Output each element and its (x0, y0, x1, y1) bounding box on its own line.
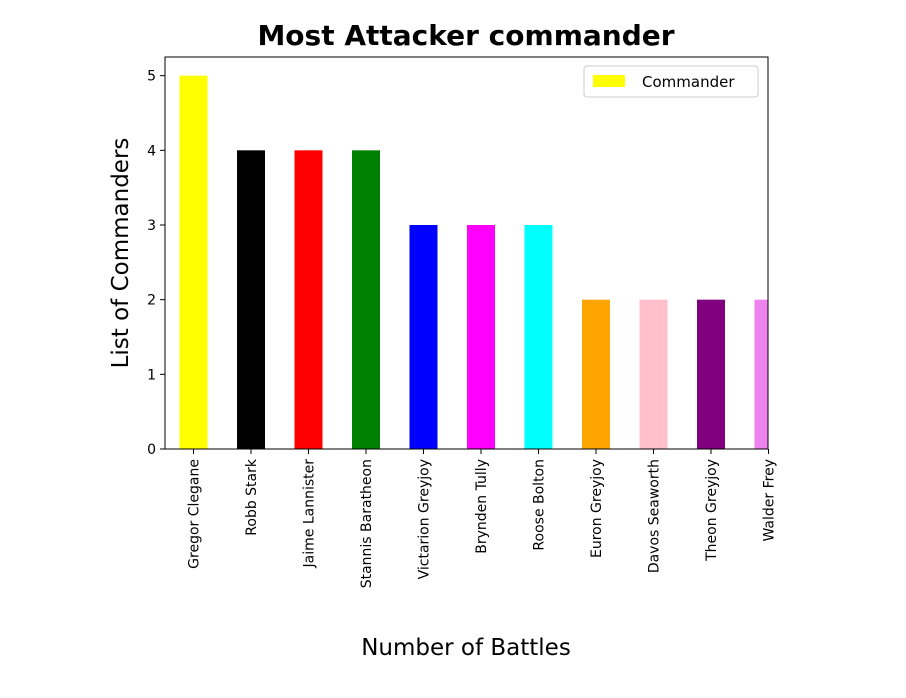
x-tick-label: Jaime Lannister (302, 459, 318, 569)
plot-frame (164, 56, 769, 450)
bar (179, 75, 208, 450)
plot-area: 0 1 2 3 4 5 Gregor Clegane Robb Stark Jaime Lann… (147, 56, 778, 588)
legend-swatch (593, 75, 625, 87)
y-tick-label: 1 (147, 367, 156, 383)
y-tick-label: 4 (147, 143, 156, 159)
legend-label: Commander (642, 73, 735, 91)
legend: Commander (583, 65, 759, 98)
y-axis-label: List of Commanders (108, 138, 134, 369)
x-tick-label: Robb Stark (244, 458, 260, 536)
bar (237, 150, 265, 450)
bar (697, 299, 725, 449)
bar (409, 225, 438, 449)
bar (524, 225, 553, 449)
chart-title: Most Attacker commander (257, 19, 674, 52)
y-tick-label: 0 (147, 442, 156, 458)
x-tick-label: Walder Frey (762, 459, 778, 542)
bar (754, 299, 768, 449)
x-tick-label: Roose Bolton (532, 459, 548, 551)
bar (467, 225, 495, 449)
x-tick-label: Davos Seaworth (647, 459, 663, 573)
x-tick-label: Victarion Greyjoy (417, 459, 433, 579)
bar (294, 150, 323, 450)
y-tick-label: 2 (147, 293, 156, 309)
bar (582, 299, 610, 449)
x-axis-label: Number of Battles (361, 635, 571, 661)
y-tick-label: 3 (147, 218, 156, 234)
x-tick-label: Gregor Clegane (187, 459, 203, 569)
y-tick-label: 5 (147, 69, 156, 85)
x-tick-label: Euron Greyjoy (589, 459, 605, 558)
x-tick-label: Theon Greyjoy (704, 459, 720, 562)
bar (639, 299, 668, 449)
x-tick-label: Stannis Baratheon (359, 459, 375, 588)
bar (352, 150, 380, 450)
legend-box (583, 65, 759, 98)
x-tick-label: Brynden Tully (474, 459, 490, 554)
